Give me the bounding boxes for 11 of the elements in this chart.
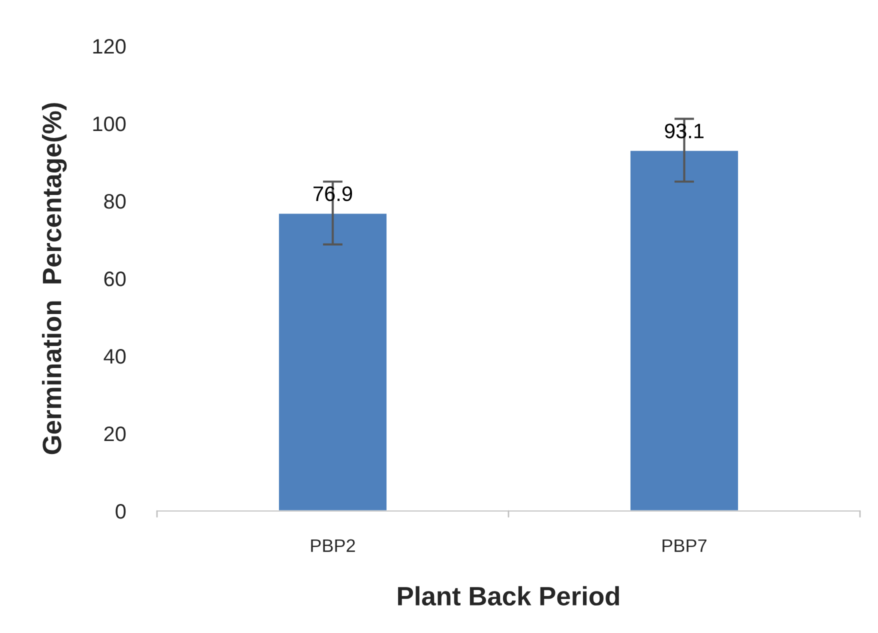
y-tick-label: 120 — [93, 39, 126, 54]
x-tick-label: PBP7 — [662, 539, 706, 552]
y-tick-label: 20 — [104, 426, 126, 442]
y-tick-label: 100 — [93, 116, 126, 132]
y-tick-label: 40 — [104, 349, 126, 364]
y-axis-title: Germination Percentage(%) — [42, 103, 67, 454]
y-tick-label: 0 — [116, 504, 126, 519]
x-axis-title: Plant Back Period — [398, 586, 619, 606]
y-tick-label: 60 — [104, 272, 126, 286]
y-tick-label: 80 — [104, 194, 126, 209]
x-tick-label: PBP2 — [311, 539, 355, 552]
